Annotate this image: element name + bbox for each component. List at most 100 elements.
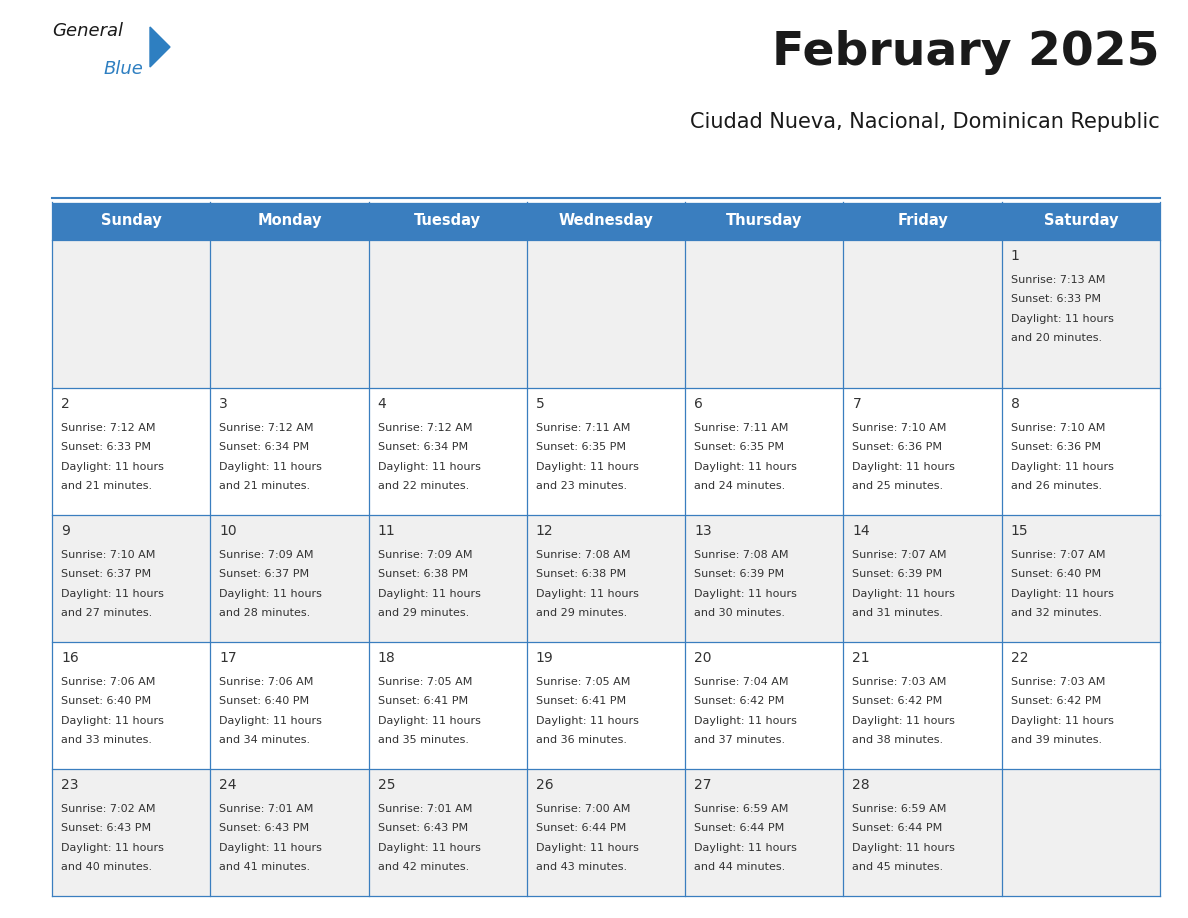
Text: Sunset: 6:44 PM: Sunset: 6:44 PM [853, 823, 943, 834]
Text: 8: 8 [1011, 397, 1019, 410]
Bar [843, 387, 1001, 515]
Text: Daylight: 11 hours: Daylight: 11 hours [378, 588, 480, 599]
Text: Daylight: 11 hours: Daylight: 11 hours [220, 716, 322, 726]
Text: and 41 minutes.: and 41 minutes. [220, 862, 310, 872]
Text: Daylight: 11 hours: Daylight: 11 hours [1011, 588, 1113, 599]
Text: Sunset: 6:40 PM: Sunset: 6:40 PM [220, 696, 309, 706]
Text: 15: 15 [1011, 523, 1029, 538]
Bar [1001, 642, 1159, 769]
Text: Sunrise: 7:02 AM: Sunrise: 7:02 AM [61, 804, 156, 814]
Bar [52, 240, 210, 387]
Bar [526, 387, 685, 515]
Bar [52, 642, 210, 769]
Text: Sunset: 6:43 PM: Sunset: 6:43 PM [220, 823, 309, 834]
Text: and 40 minutes.: and 40 minutes. [61, 862, 152, 872]
Text: Sunset: 6:44 PM: Sunset: 6:44 PM [536, 823, 626, 834]
Text: February 2025: February 2025 [772, 30, 1159, 75]
Text: and 26 minutes.: and 26 minutes. [1011, 481, 1101, 491]
Text: Sunrise: 7:05 AM: Sunrise: 7:05 AM [536, 677, 630, 687]
Text: 25: 25 [378, 778, 396, 792]
Text: 26: 26 [536, 778, 554, 792]
Bar [526, 202, 685, 240]
Text: Sunrise: 7:01 AM: Sunrise: 7:01 AM [220, 804, 314, 814]
Text: Daylight: 11 hours: Daylight: 11 hours [694, 716, 797, 726]
Bar [1001, 202, 1159, 240]
Polygon shape [150, 27, 170, 67]
Bar [526, 642, 685, 769]
Bar [1001, 387, 1159, 515]
Text: 2: 2 [61, 397, 70, 410]
Text: Daylight: 11 hours: Daylight: 11 hours [220, 462, 322, 472]
Text: and 42 minutes.: and 42 minutes. [378, 862, 469, 872]
Bar [526, 769, 685, 896]
Text: and 29 minutes.: and 29 minutes. [536, 609, 627, 618]
Text: 6: 6 [694, 397, 703, 410]
Text: Daylight: 11 hours: Daylight: 11 hours [536, 843, 639, 853]
Text: Sunset: 6:42 PM: Sunset: 6:42 PM [853, 696, 943, 706]
Bar [210, 387, 368, 515]
Text: Daylight: 11 hours: Daylight: 11 hours [536, 716, 639, 726]
Text: Sunrise: 7:12 AM: Sunrise: 7:12 AM [378, 422, 472, 432]
Text: and 29 minutes.: and 29 minutes. [378, 609, 469, 618]
Text: Daylight: 11 hours: Daylight: 11 hours [1011, 462, 1113, 472]
Text: Saturday: Saturday [1043, 214, 1118, 229]
Bar [843, 515, 1001, 642]
Text: Sunset: 6:35 PM: Sunset: 6:35 PM [536, 442, 626, 452]
Text: Sunrise: 7:07 AM: Sunrise: 7:07 AM [853, 550, 947, 560]
Text: Sunset: 6:33 PM: Sunset: 6:33 PM [61, 442, 151, 452]
Text: Daylight: 11 hours: Daylight: 11 hours [61, 843, 164, 853]
Text: Daylight: 11 hours: Daylight: 11 hours [694, 462, 797, 472]
Text: and 34 minutes.: and 34 minutes. [220, 735, 310, 745]
Bar [52, 387, 210, 515]
Text: Daylight: 11 hours: Daylight: 11 hours [220, 588, 322, 599]
Text: 12: 12 [536, 523, 554, 538]
Bar [210, 642, 368, 769]
Text: Daylight: 11 hours: Daylight: 11 hours [61, 588, 164, 599]
Text: Sunrise: 7:05 AM: Sunrise: 7:05 AM [378, 677, 472, 687]
Text: Sunset: 6:37 PM: Sunset: 6:37 PM [220, 569, 309, 579]
Text: Ciudad Nueva, Nacional, Dominican Republic: Ciudad Nueva, Nacional, Dominican Republ… [690, 112, 1159, 132]
Text: Thursday: Thursday [726, 214, 802, 229]
Text: Daylight: 11 hours: Daylight: 11 hours [536, 588, 639, 599]
Text: Sunrise: 7:06 AM: Sunrise: 7:06 AM [220, 677, 314, 687]
Text: Daylight: 11 hours: Daylight: 11 hours [220, 843, 322, 853]
Bar [1001, 769, 1159, 896]
Text: Sunrise: 7:11 AM: Sunrise: 7:11 AM [694, 422, 789, 432]
Bar [526, 240, 685, 387]
Text: and 22 minutes.: and 22 minutes. [378, 481, 469, 491]
Text: and 28 minutes.: and 28 minutes. [220, 609, 310, 618]
Text: Sunrise: 7:10 AM: Sunrise: 7:10 AM [853, 422, 947, 432]
Bar [368, 769, 526, 896]
Bar [843, 642, 1001, 769]
Text: Sunset: 6:44 PM: Sunset: 6:44 PM [694, 823, 784, 834]
Bar [685, 387, 843, 515]
Bar [1001, 515, 1159, 642]
Text: Daylight: 11 hours: Daylight: 11 hours [61, 462, 164, 472]
Bar [210, 769, 368, 896]
Text: Sunrise: 7:10 AM: Sunrise: 7:10 AM [1011, 422, 1105, 432]
Text: and 45 minutes.: and 45 minutes. [853, 862, 943, 872]
Text: and 21 minutes.: and 21 minutes. [220, 481, 310, 491]
Text: Sunset: 6:36 PM: Sunset: 6:36 PM [1011, 442, 1101, 452]
Text: and 33 minutes.: and 33 minutes. [61, 735, 152, 745]
Text: 28: 28 [853, 778, 870, 792]
Text: 3: 3 [220, 397, 228, 410]
Text: Sunrise: 7:09 AM: Sunrise: 7:09 AM [378, 550, 472, 560]
Text: Sunset: 6:33 PM: Sunset: 6:33 PM [1011, 295, 1101, 305]
Text: Sunset: 6:39 PM: Sunset: 6:39 PM [694, 569, 784, 579]
Bar [368, 642, 526, 769]
Bar [685, 240, 843, 387]
Text: 11: 11 [378, 523, 396, 538]
Bar [1001, 240, 1159, 387]
Text: Daylight: 11 hours: Daylight: 11 hours [378, 462, 480, 472]
Bar [210, 515, 368, 642]
Bar [368, 387, 526, 515]
Text: and 23 minutes.: and 23 minutes. [536, 481, 627, 491]
Bar [685, 515, 843, 642]
Text: Sunrise: 7:13 AM: Sunrise: 7:13 AM [1011, 275, 1105, 285]
Text: Sunrise: 6:59 AM: Sunrise: 6:59 AM [853, 804, 947, 814]
Bar [52, 202, 210, 240]
Text: 23: 23 [61, 778, 78, 792]
Text: Sunset: 6:38 PM: Sunset: 6:38 PM [378, 569, 468, 579]
Bar [210, 240, 368, 387]
